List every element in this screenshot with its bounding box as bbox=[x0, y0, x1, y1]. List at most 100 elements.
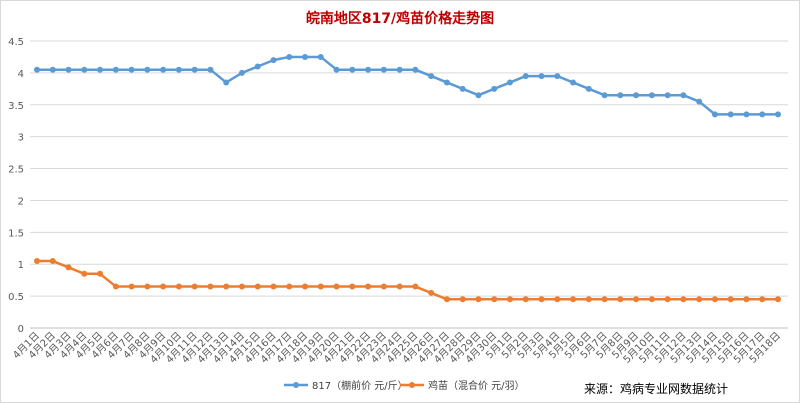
data-point bbox=[585, 296, 592, 303]
data-point bbox=[554, 296, 561, 303]
data-point bbox=[459, 85, 466, 92]
data-point bbox=[711, 296, 718, 303]
y-tick-label: 4 bbox=[18, 69, 24, 80]
data-point bbox=[759, 296, 766, 303]
data-point bbox=[459, 296, 466, 303]
data-point bbox=[365, 66, 372, 73]
data-point bbox=[160, 283, 167, 290]
data-point bbox=[711, 111, 718, 118]
data-point bbox=[112, 283, 119, 290]
data-point bbox=[633, 92, 640, 99]
data-point bbox=[380, 66, 387, 73]
data-point bbox=[286, 283, 293, 290]
data-point bbox=[491, 85, 498, 92]
data-point bbox=[238, 69, 245, 76]
data-point bbox=[680, 92, 687, 99]
data-point bbox=[538, 296, 545, 303]
legend: 817（棚前价 元/斤） 鸡苗（混合价 元/羽） bbox=[284, 379, 525, 392]
data-point bbox=[160, 66, 167, 73]
data-point bbox=[81, 270, 88, 277]
y-tick-label: 3.5 bbox=[8, 101, 24, 112]
data-point bbox=[443, 79, 450, 86]
data-point bbox=[223, 283, 230, 290]
data-point bbox=[538, 73, 545, 80]
data-point bbox=[759, 111, 766, 118]
data-point bbox=[144, 283, 151, 290]
data-point bbox=[428, 73, 435, 80]
data-point bbox=[191, 66, 198, 73]
data-point bbox=[317, 53, 324, 60]
data-point bbox=[349, 283, 356, 290]
data-point bbox=[664, 296, 671, 303]
data-point bbox=[286, 53, 293, 60]
legend-marker bbox=[293, 382, 299, 388]
data-point bbox=[680, 296, 687, 303]
data-point bbox=[522, 73, 529, 80]
data-point bbox=[144, 66, 151, 73]
data-point bbox=[270, 57, 277, 64]
data-point bbox=[49, 66, 56, 73]
data-point bbox=[522, 296, 529, 303]
data-point bbox=[743, 296, 750, 303]
data-point bbox=[302, 283, 309, 290]
data-point bbox=[317, 283, 324, 290]
data-point bbox=[475, 296, 482, 303]
data-point bbox=[65, 264, 72, 271]
x-axis-ticks: 4月1日4月2日4月3日4月4日4月5日4月6日4月7日4月8日4月9日4月10… bbox=[10, 330, 783, 366]
series-2 bbox=[34, 258, 781, 303]
data-point bbox=[207, 66, 214, 73]
data-point bbox=[696, 296, 703, 303]
data-point bbox=[333, 283, 340, 290]
data-point bbox=[97, 66, 104, 73]
data-point bbox=[696, 98, 703, 105]
data-point bbox=[775, 296, 781, 303]
y-tick-label: 0.5 bbox=[8, 292, 24, 303]
data-point bbox=[585, 85, 592, 92]
data-point bbox=[365, 283, 372, 290]
data-point bbox=[475, 92, 482, 99]
data-point bbox=[128, 283, 135, 290]
data-point bbox=[775, 111, 781, 118]
data-point bbox=[554, 73, 561, 80]
data-point bbox=[443, 296, 450, 303]
data-point bbox=[380, 283, 387, 290]
data-point bbox=[223, 79, 230, 86]
data-point bbox=[648, 92, 655, 99]
data-point bbox=[743, 111, 750, 118]
data-point bbox=[601, 92, 608, 99]
legend-marker bbox=[409, 382, 415, 388]
data-point bbox=[570, 79, 577, 86]
y-axis-ticks: 0 0.5 1 1.5 2 2.5 3 3.5 4 4.5 bbox=[8, 37, 24, 335]
data-point bbox=[49, 258, 56, 265]
data-point bbox=[65, 66, 72, 73]
data-point bbox=[506, 79, 513, 86]
data-point bbox=[333, 66, 340, 73]
source-note: 来源：鸡病专业网数据统计 bbox=[584, 381, 728, 396]
data-point bbox=[349, 66, 356, 73]
series-group bbox=[34, 53, 781, 303]
data-point bbox=[254, 283, 261, 290]
data-point bbox=[191, 283, 198, 290]
data-point bbox=[112, 66, 119, 73]
data-point bbox=[727, 111, 734, 118]
data-point bbox=[412, 283, 419, 290]
data-point bbox=[175, 283, 182, 290]
y-tick-label: 0 bbox=[18, 324, 24, 335]
data-point bbox=[648, 296, 655, 303]
gridlines bbox=[30, 40, 788, 329]
data-point bbox=[396, 66, 403, 73]
data-point bbox=[727, 296, 734, 303]
data-point bbox=[664, 92, 671, 99]
y-tick-label: 1 bbox=[18, 260, 24, 271]
data-point bbox=[175, 66, 182, 73]
data-point bbox=[128, 66, 135, 73]
data-point bbox=[34, 66, 40, 73]
y-tick-label: 4.5 bbox=[8, 37, 24, 48]
y-tick-label: 2.5 bbox=[8, 165, 24, 176]
data-point bbox=[270, 283, 277, 290]
data-point bbox=[491, 296, 498, 303]
data-point bbox=[570, 296, 577, 303]
data-point bbox=[428, 289, 435, 296]
y-tick-label: 2 bbox=[18, 196, 24, 207]
